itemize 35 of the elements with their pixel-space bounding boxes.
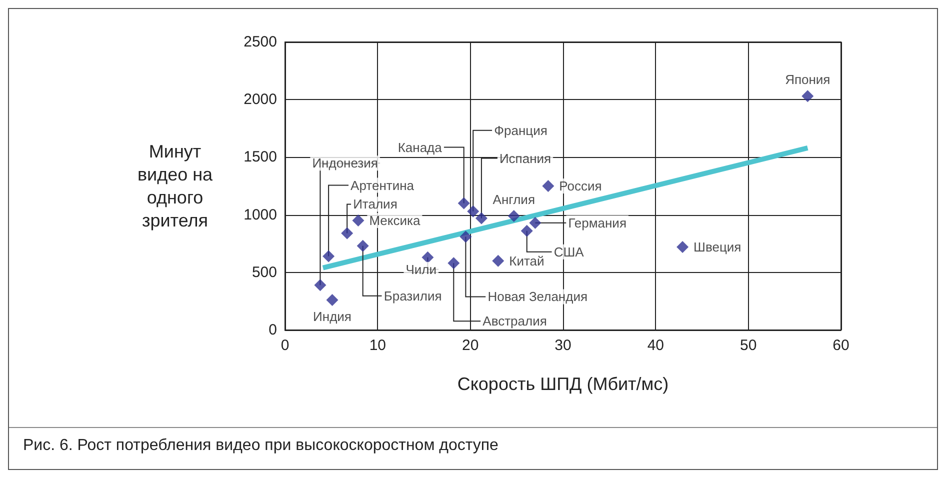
y-tick-label: 2000 xyxy=(244,91,277,108)
x-tick-label: 0 xyxy=(280,337,290,354)
annotation: Франция xyxy=(494,122,548,138)
y-tick-label: 0 xyxy=(268,322,277,338)
x-tick-label: 50 xyxy=(740,337,757,354)
annotation: Китай xyxy=(509,253,544,268)
text: Рис. 6. Рост потребления видео при высокоскоростном доступе xyxy=(23,437,498,455)
x-tick-label: 30 xyxy=(554,337,572,354)
annotation: Индия xyxy=(313,309,352,324)
annotation: Индонезия xyxy=(312,156,378,171)
annotation: Канада xyxy=(398,140,443,155)
annotation: Артентина xyxy=(350,178,415,193)
annotation: Мексика xyxy=(369,213,421,228)
annotation: Англия xyxy=(492,192,535,207)
y-axis-title: Минут видео на одного зрителя xyxy=(137,142,214,230)
x-tick-label: 60 xyxy=(832,337,850,354)
annotation: Бразилия xyxy=(384,288,442,304)
annotation: Япония xyxy=(785,72,830,88)
x-tick-label: 10 xyxy=(369,337,386,354)
annotation: США xyxy=(554,244,584,260)
annotation: Чили xyxy=(406,262,436,277)
annotation: Швеция xyxy=(694,240,742,255)
annotation: Россия xyxy=(559,178,602,194)
annotation: Италия xyxy=(353,196,398,212)
y-tick-label: 2500 xyxy=(244,34,277,50)
annotation: Австралия xyxy=(482,314,547,329)
annotation: Новая Зеландия xyxy=(488,289,588,304)
x-tick-label: 40 xyxy=(647,337,664,354)
annotation: Испания xyxy=(499,150,552,166)
y-tick-label: 1500 xyxy=(244,148,277,166)
annotation: Германия xyxy=(568,215,626,230)
y-tick-label: 500 xyxy=(252,264,277,281)
x-tick-label: 20 xyxy=(462,337,479,354)
x-axis-title: Скорость ШПД (Мбит/мс) xyxy=(457,374,669,394)
y-tick-label: 1000 xyxy=(244,206,277,224)
